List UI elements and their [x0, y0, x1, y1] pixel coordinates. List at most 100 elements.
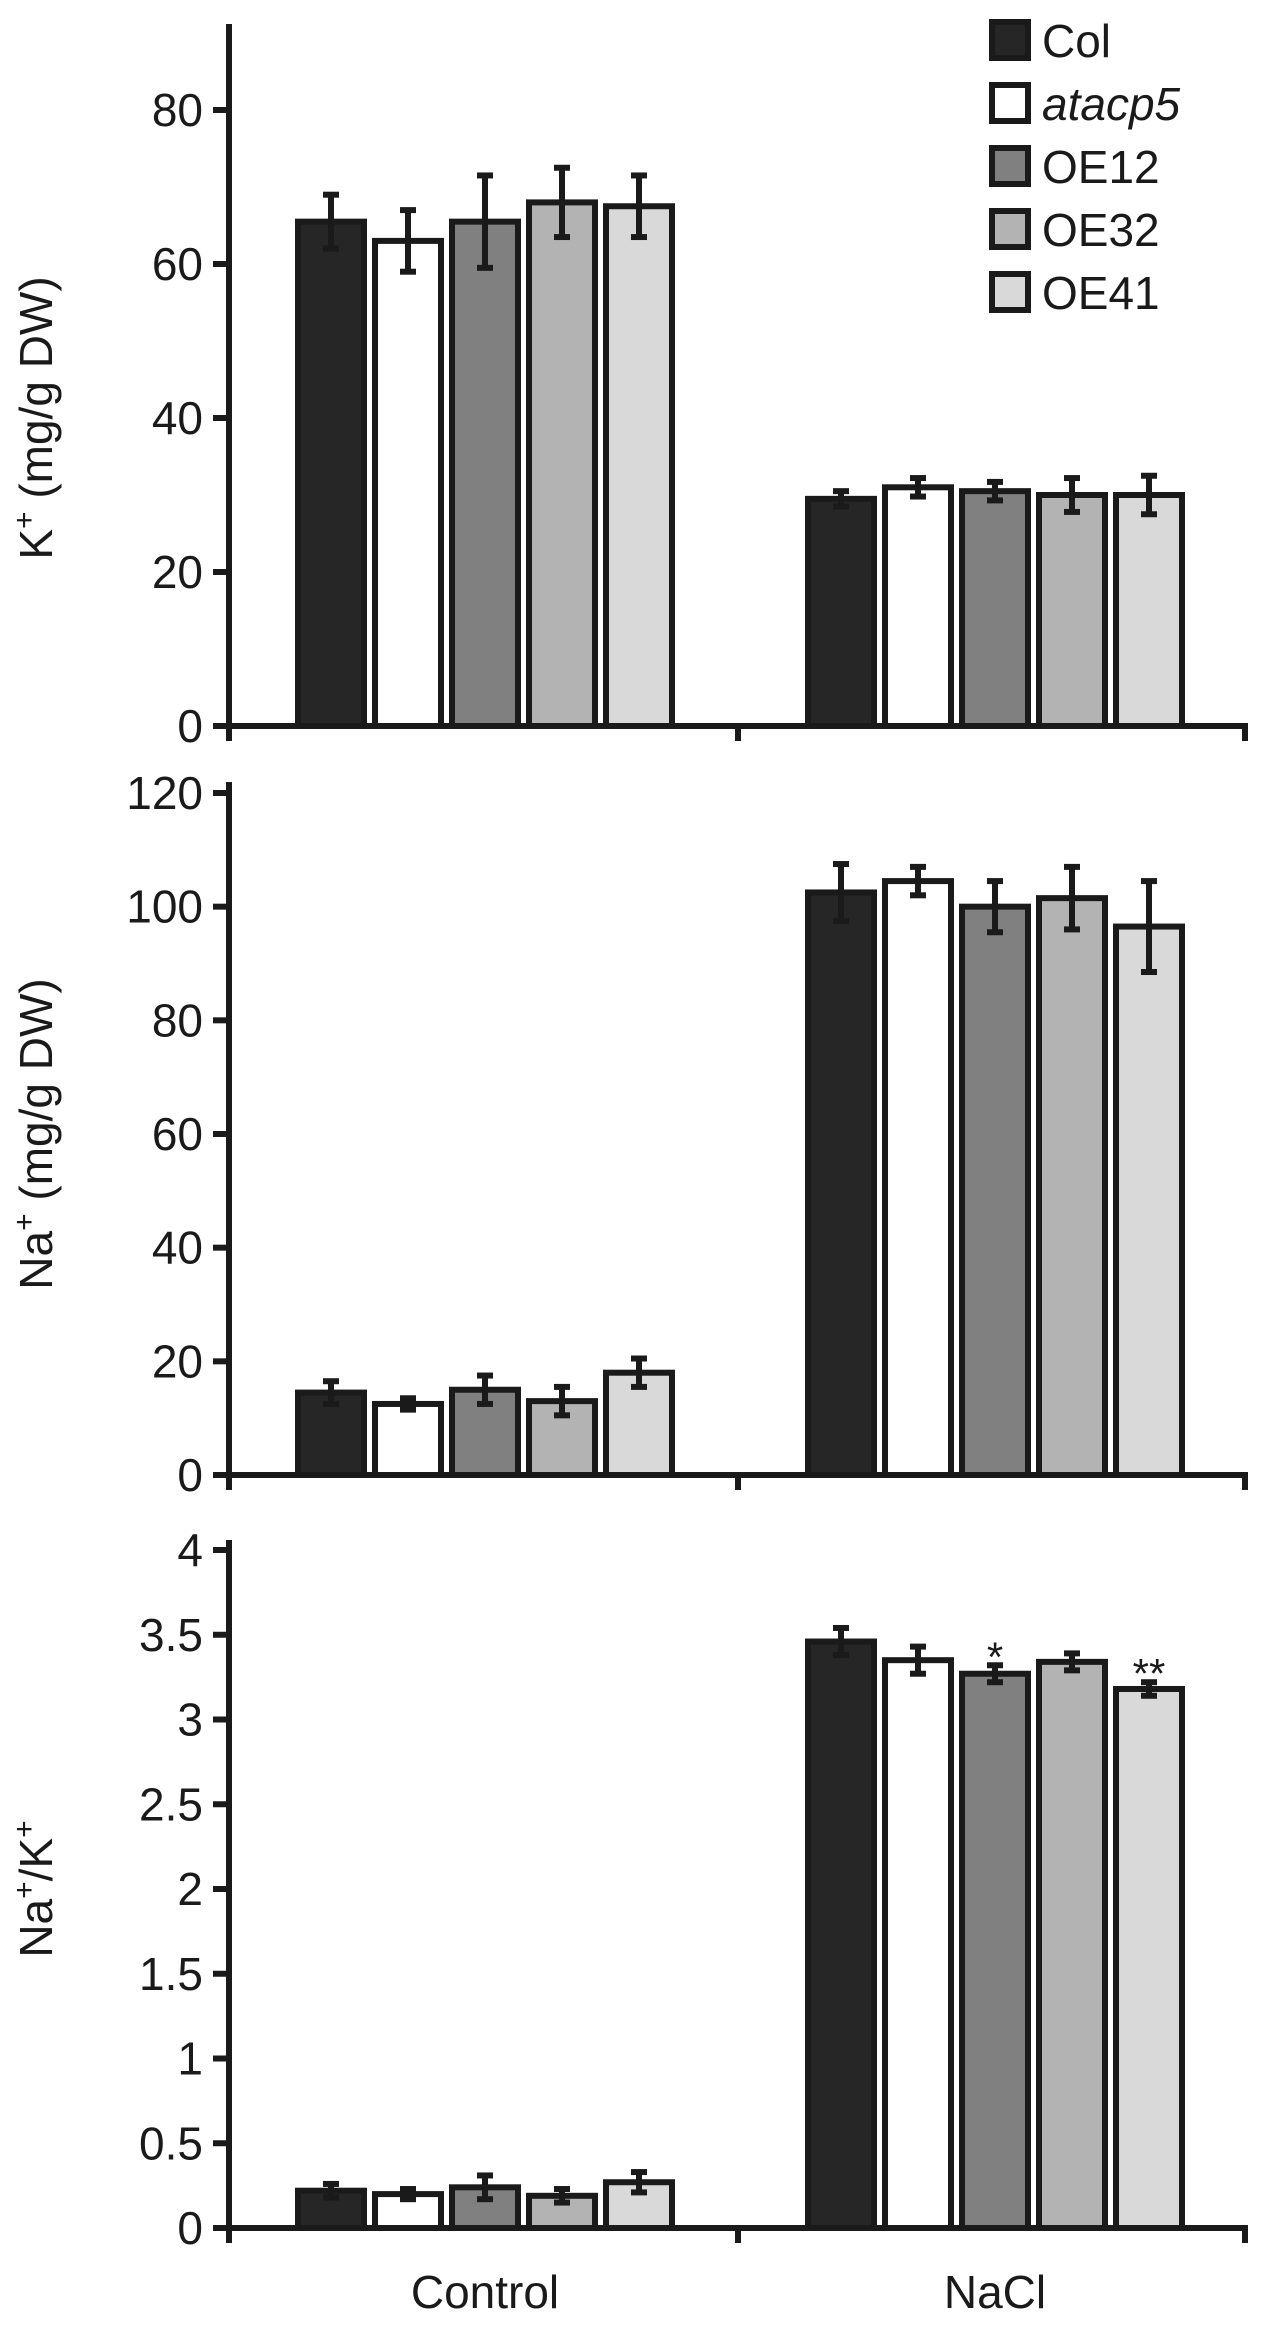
error-bar	[323, 191, 339, 252]
y-tick-label: 1	[177, 2033, 203, 2085]
y-tick-label: 1.5	[139, 1948, 203, 2000]
error-bar	[477, 1372, 493, 1407]
y-axis-title-sup: +	[8, 1213, 41, 1231]
error-bar	[1141, 1679, 1157, 1699]
y-tick-label: 40	[152, 1222, 203, 1274]
legend-item-oe32: OE32	[989, 204, 1160, 256]
y-tick-label: 0	[177, 1449, 203, 1501]
legend-item-oe12: OE12	[989, 141, 1160, 193]
legend-item-oe41: OE41	[989, 267, 1160, 319]
legend-label: OE12	[1042, 141, 1160, 193]
error-bar	[1064, 1650, 1080, 1674]
bar-col-nacl	[805, 889, 877, 1478]
error-bar	[477, 2172, 493, 2203]
legend-swatch	[989, 82, 1031, 124]
error-bar	[323, 2180, 339, 2201]
error-bar	[833, 488, 849, 510]
y-tick-label: 60	[152, 1108, 203, 1160]
error-bar	[477, 172, 493, 271]
significance-marker: **	[1133, 1650, 1166, 1697]
y-tick-label: 60	[152, 238, 203, 290]
error-bar	[910, 475, 926, 500]
y-axis-title: Na+ (mg/g DW)	[8, 978, 62, 1289]
error-bar	[1141, 472, 1157, 518]
bar-oe32-control	[526, 1398, 598, 1479]
bar-atacp5-nacl	[882, 484, 954, 729]
y-axis-title-main: Na	[10, 1231, 62, 1290]
y-tick-label: 2.5	[139, 1778, 203, 1830]
bar-oe12-control	[449, 218, 521, 729]
error-bar	[400, 207, 416, 275]
bar-oe32-control	[526, 199, 598, 729]
error-bar	[554, 164, 570, 241]
error-bar	[987, 1662, 1003, 1686]
y-axis-title-sup: +	[8, 1881, 41, 1899]
y-tick-label: 20	[152, 1335, 203, 1387]
bar-oe41-nacl	[1113, 923, 1185, 1478]
legend: Col atacp5 OE12 OE32 OE41	[989, 15, 1181, 319]
y-axis-title-sup: +	[8, 1820, 41, 1838]
y-axis-title: K+ (mg/g DW)	[8, 276, 62, 559]
legend-label: OE41	[1042, 267, 1160, 319]
y-axis-title-main: K	[10, 529, 62, 560]
bar-oe32-nacl	[1036, 895, 1108, 1478]
bar-oe32-nacl	[1036, 492, 1108, 729]
error-bar	[631, 172, 647, 241]
bar-oe41-control	[603, 203, 675, 729]
y-tick-label: 80	[152, 994, 203, 1046]
y-tick-label: 80	[152, 84, 203, 136]
legend-item-atacp5: atacp5	[989, 78, 1181, 130]
error-bar	[1141, 878, 1157, 976]
y-axis-title-sup: +	[8, 511, 41, 529]
error-bar	[910, 1643, 926, 1677]
y-tick-label: 2	[177, 1863, 203, 1915]
bar-oe12-nacl	[959, 488, 1031, 729]
y-axis-title-main: Na	[10, 1898, 62, 1957]
bar-atacp5-nacl	[882, 878, 954, 1478]
error-bar	[400, 2186, 416, 2203]
x-category-label: Control	[411, 2266, 559, 2318]
y-axis-title-rest: (mg/g DW)	[10, 276, 62, 511]
y-axis-title-rest: /K	[10, 1838, 62, 1882]
y-tick-label: 20	[152, 546, 203, 598]
y-tick-label: 100	[126, 881, 203, 933]
error-bar	[987, 478, 1003, 504]
error-bar	[910, 863, 926, 899]
bar-oe32-nacl	[1036, 1658, 1108, 2231]
error-bar	[631, 1355, 647, 1390]
error-bar	[323, 1378, 339, 1407]
legend-label: OE32	[1042, 204, 1160, 256]
error-bar	[1064, 475, 1080, 515]
y-tick-label: 40	[152, 392, 203, 444]
y-tick-label: 120	[126, 767, 203, 819]
bar-oe12-nacl	[959, 1670, 1031, 2231]
y-tick-label: 0	[177, 2202, 203, 2254]
error-bar	[400, 1395, 416, 1413]
error-bar	[833, 861, 849, 924]
bar-atacp5-control	[372, 1400, 444, 1479]
bar-col-control	[295, 218, 367, 729]
bar-atacp5-control	[372, 237, 444, 729]
error-bar	[1064, 863, 1080, 933]
y-tick-label: 3	[177, 1694, 203, 1746]
error-bar	[987, 878, 1003, 936]
bar-oe41-nacl	[1113, 1685, 1185, 2231]
y-tick-label: 0	[177, 700, 203, 752]
bar-col-nacl	[805, 1638, 877, 2231]
legend-label: Col	[1042, 15, 1111, 67]
y-axis-title-rest: (mg/g DW)	[10, 978, 62, 1213]
legend-swatch	[989, 208, 1031, 250]
chart-panel-2: 0 20 40 60 80 100 120 Na+ (mg/g DW)	[8, 767, 1248, 1501]
bar-oe12-nacl	[959, 903, 1031, 1478]
y-tick-label: 3.5	[139, 1609, 203, 1661]
error-bar	[554, 1383, 570, 1419]
error-bar	[833, 1624, 849, 1659]
y-tick-label: 0.5	[139, 2117, 203, 2169]
bar-col-nacl	[805, 495, 877, 729]
legend-swatch	[989, 271, 1031, 313]
y-axis-title: Na+/K+	[8, 1820, 62, 1957]
chart-panel-1: 0 20 40 60 80 K+ (mg/g DW)	[8, 24, 1248, 752]
